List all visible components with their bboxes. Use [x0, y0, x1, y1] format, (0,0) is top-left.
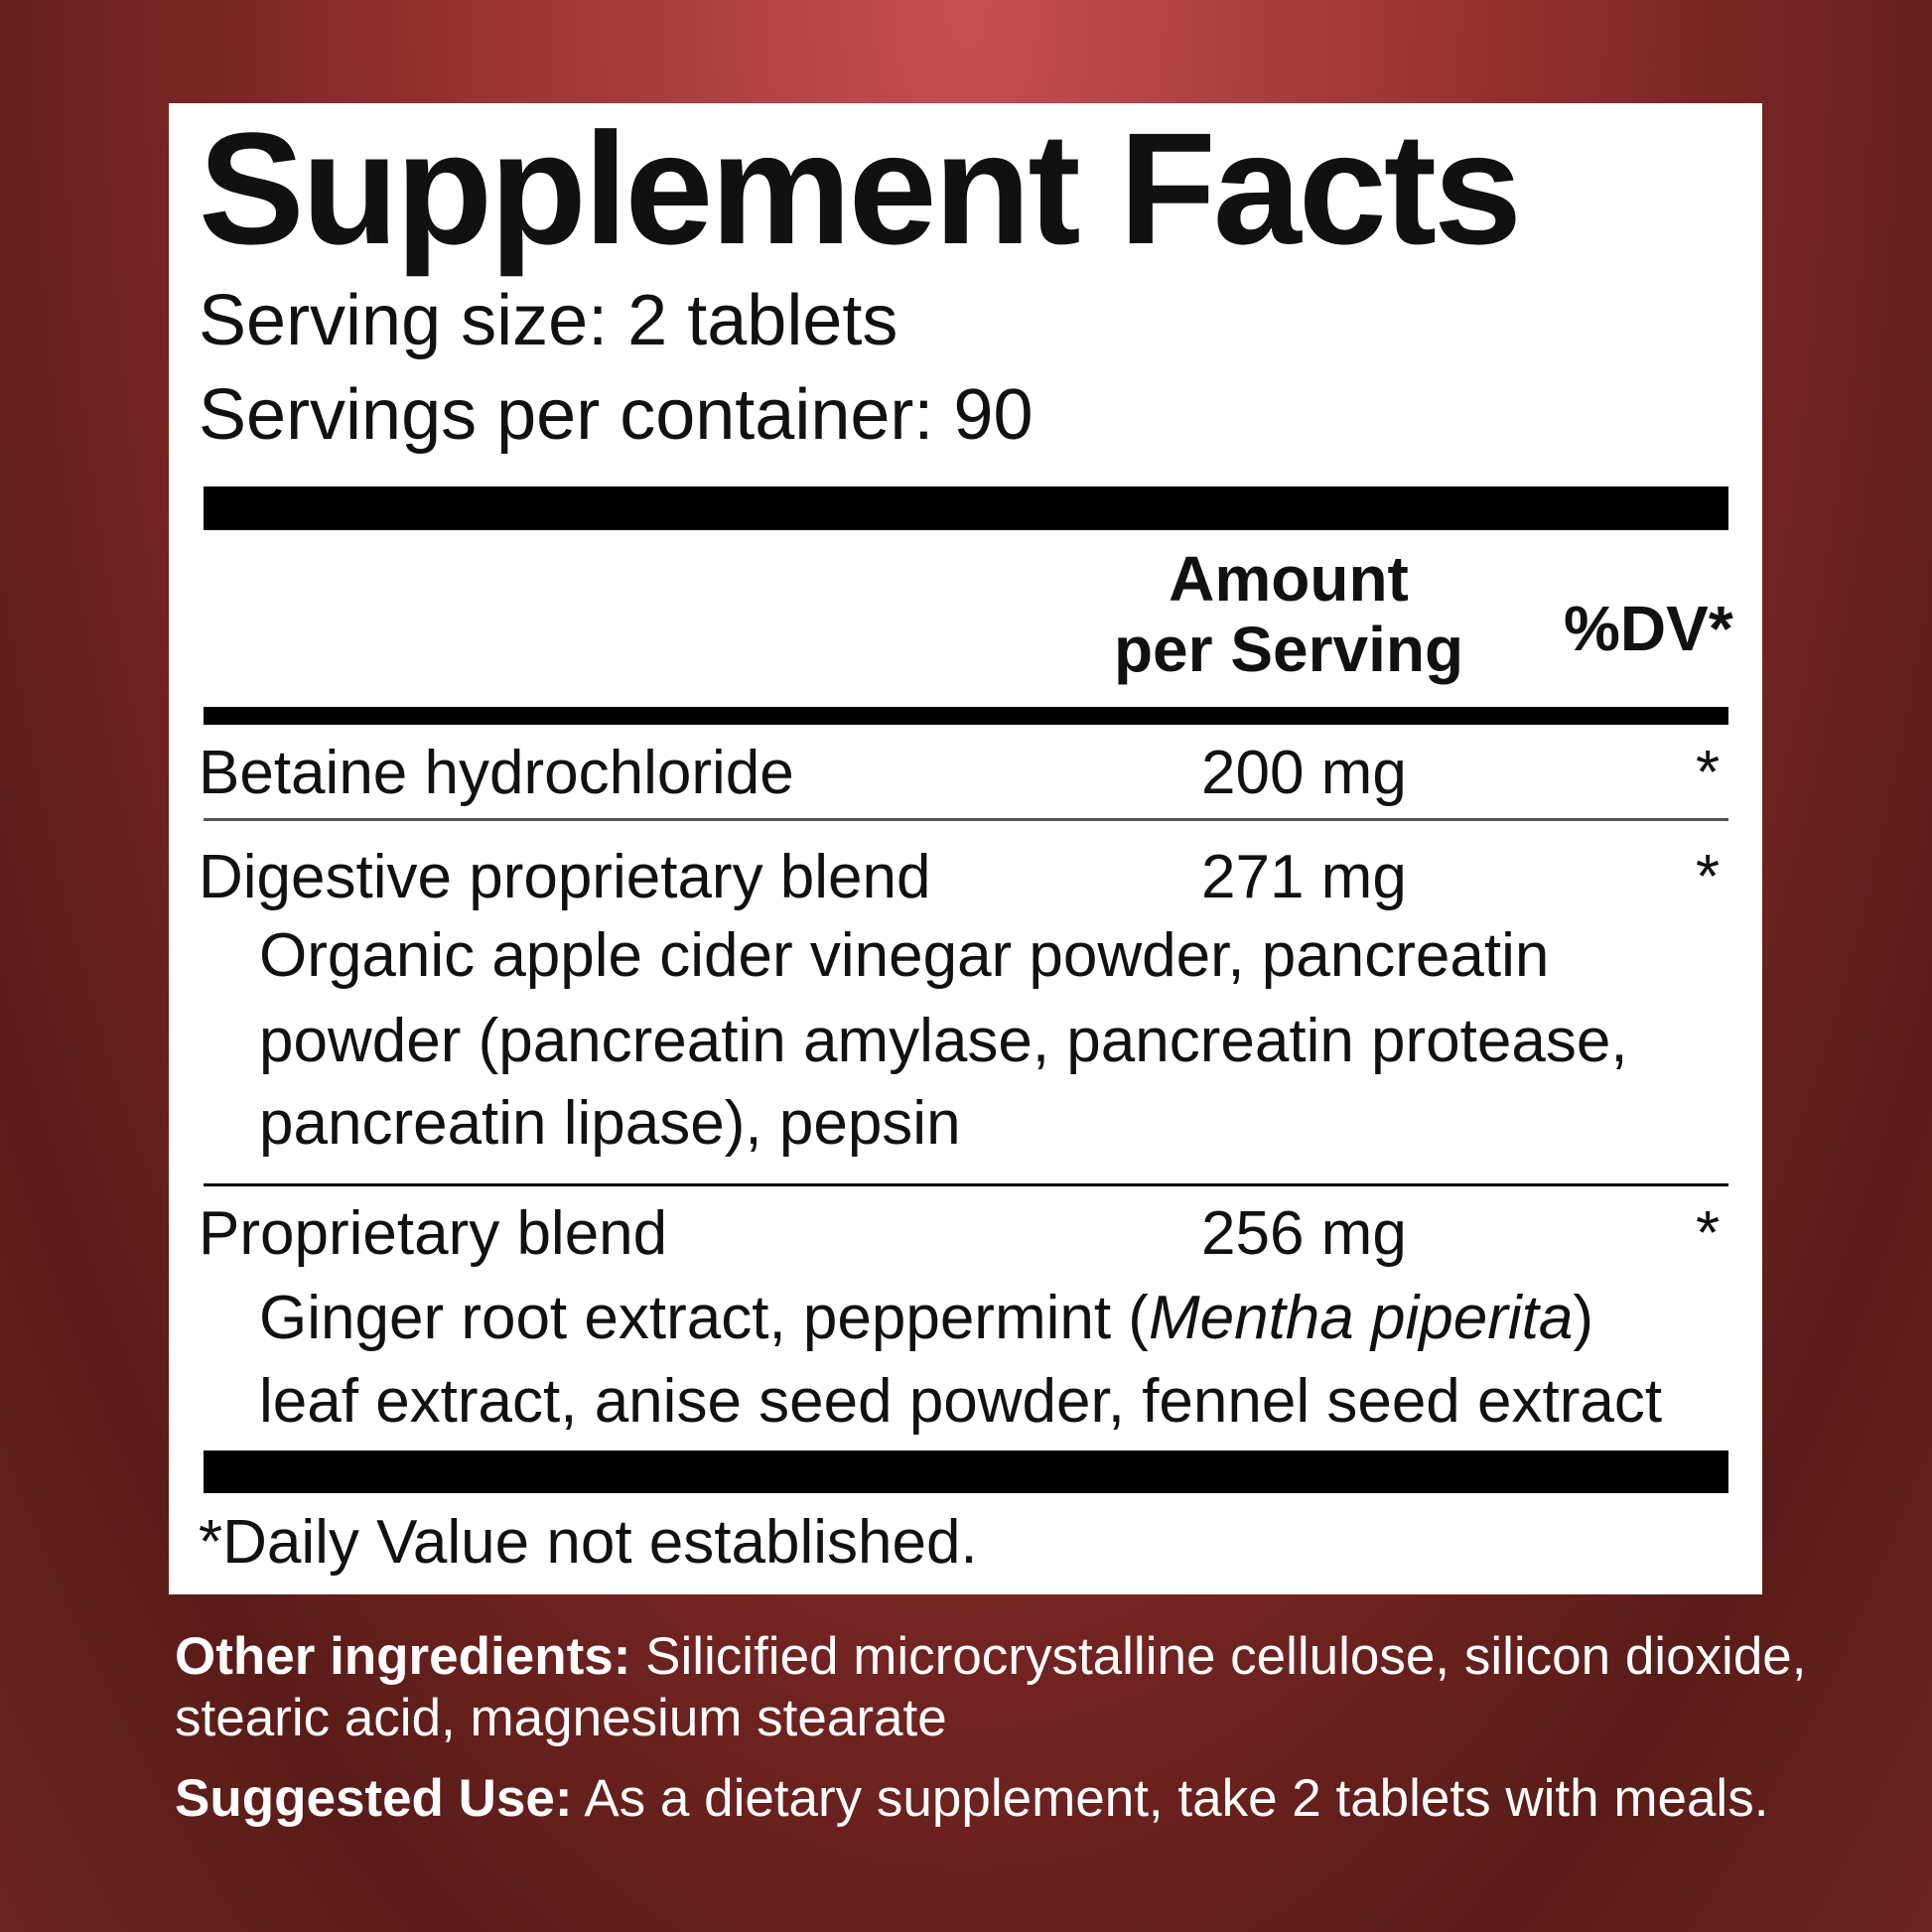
suggested-use-label: Suggested Use:	[175, 1769, 573, 1828]
other-ingredients-label: Other ingredients:	[175, 1627, 631, 1686]
other-ingredients-line2: stearic acid, magnesium stearate	[175, 1689, 947, 1747]
sub-text: )	[1573, 1284, 1593, 1352]
row-subingredients: Organic apple cider vinegar powder, panc…	[259, 921, 1550, 990]
row-subingredients: powder (pancreatin amylase, pancreatin p…	[259, 1007, 1628, 1075]
row-dv: *	[1696, 739, 1721, 807]
header-dv: %DV*	[1564, 593, 1733, 664]
row-dv: *	[1696, 1199, 1721, 1268]
row-amount: 271 mg	[1201, 843, 1407, 911]
page-title: Supplement Facts	[199, 99, 1522, 277]
divider-medium	[204, 707, 1728, 725]
row-dv: *	[1696, 843, 1721, 911]
row-subingredients: Ginger root extract, peppermint (Mentha …	[259, 1281, 1593, 1356]
header-per-serving: per Serving	[1113, 614, 1464, 685]
supplement-facts-panel	[169, 103, 1762, 1594]
other-ingredients-text: Silicified microcrystalline cellulose, s…	[630, 1627, 1807, 1686]
other-ingredients: Other ingredients: Silicified microcryst…	[175, 1625, 1807, 1689]
row-subingredients: pancreatin lipase), pepsin	[259, 1089, 961, 1158]
row-amount: 200 mg	[1201, 739, 1407, 807]
botanical-name: Mentha piperita	[1148, 1284, 1574, 1352]
serving-size: Serving size: 2 tablets	[199, 281, 898, 360]
footnote: *Daily Value not established.	[199, 1508, 978, 1577]
row-subingredients: leaf extract, anise seed powder, fennel …	[259, 1367, 1663, 1436]
row-name: Digestive proprietary blend	[199, 843, 931, 911]
servings-per-container: Servings per container: 90	[199, 375, 1034, 455]
divider-thick	[204, 1450, 1728, 1493]
divider-thin	[204, 1183, 1728, 1186]
header-amount: Amount	[1169, 543, 1409, 615]
divider-thick	[204, 486, 1728, 530]
sub-text: Ginger root extract, peppermint (	[259, 1284, 1149, 1352]
row-name: Betaine hydrochloride	[199, 739, 794, 807]
suggested-use-text: As a dietary supplement, take 2 tablets …	[572, 1769, 1769, 1828]
row-amount: 256 mg	[1201, 1199, 1407, 1268]
suggested-use: Suggested Use: As a dietary supplement, …	[175, 1767, 1768, 1831]
divider-thin	[204, 818, 1728, 821]
row-name: Proprietary blend	[199, 1199, 668, 1268]
